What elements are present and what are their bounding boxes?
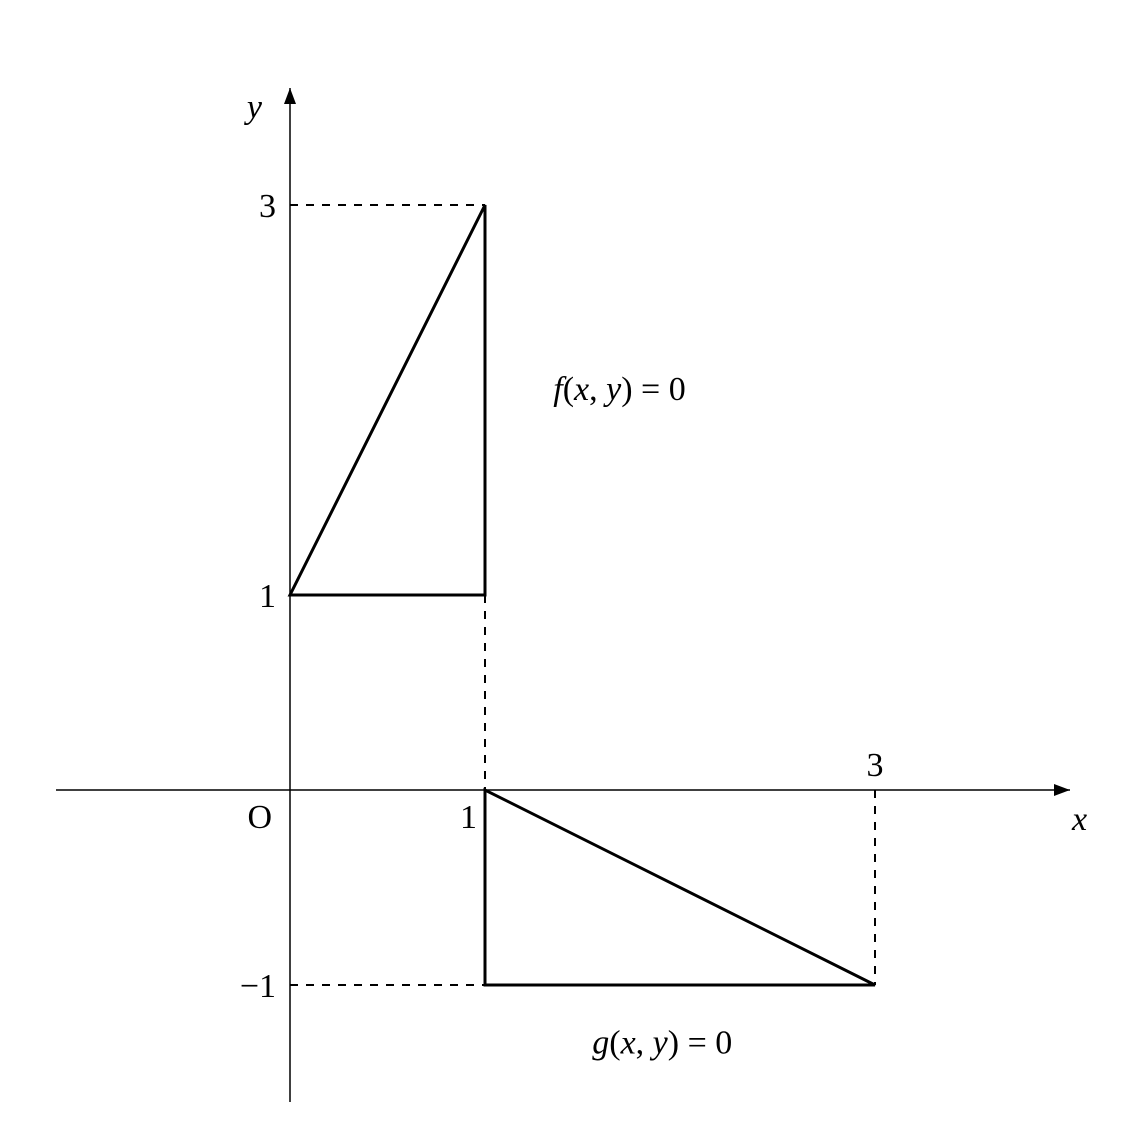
- y-axis-arrow: [284, 88, 296, 104]
- triangle-f: [290, 205, 485, 595]
- y-tick-1: 1: [259, 578, 276, 615]
- y-tick--1: −1: [240, 968, 276, 1005]
- x-tick-1: 1: [460, 799, 477, 836]
- x-axis-arrow: [1054, 784, 1070, 796]
- y-axis-label: y: [244, 89, 263, 126]
- g_equation: g(x, y) = 0: [592, 1024, 732, 1061]
- x-tick-3: 3: [867, 747, 884, 784]
- triangle-g: [485, 790, 875, 985]
- origin-label: O: [247, 799, 272, 836]
- x-axis-label: x: [1071, 801, 1087, 838]
- coordinate-plane: x y O 1 3 −1 1 3 f(x, y) = 0 g(x, y) = 0: [0, 0, 1123, 1123]
- f_equation: f(x, y) = 0: [553, 371, 685, 408]
- y-tick-3: 3: [259, 188, 276, 225]
